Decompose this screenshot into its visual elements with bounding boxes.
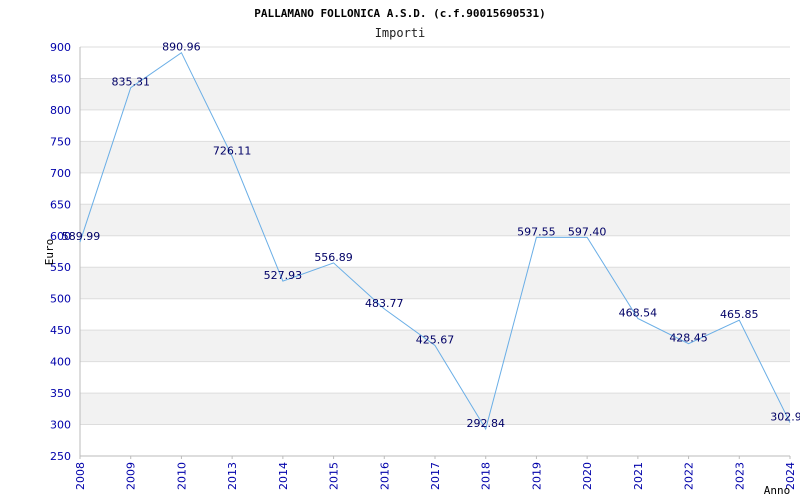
y-tick-label: 800: [50, 104, 71, 117]
x-tick-label: 2008: [74, 462, 87, 490]
grid-bands: [80, 78, 790, 425]
data-label: 425.67: [416, 333, 455, 346]
data-label: 292.84: [466, 417, 505, 430]
data-label: 468.54: [619, 306, 658, 319]
y-tick-label: 600: [50, 230, 71, 243]
x-tick-label: 2024: [784, 462, 797, 490]
y-tick-label: 450: [50, 324, 71, 337]
x-tick-label: 2013: [226, 462, 239, 490]
y-tick-label: 250: [50, 450, 71, 463]
data-label: 597.40: [568, 225, 607, 238]
y-tick-label: 850: [50, 72, 71, 85]
y-tick-label: 650: [50, 198, 71, 211]
y-axis-label: Euro: [43, 239, 56, 266]
series-line: [79, 51, 791, 431]
y-tick-label: 900: [50, 41, 71, 54]
x-tick-label: 2015: [328, 462, 341, 490]
data-labels: 589.99 835.31 890.96 726.11 527.93 556.89 483.…: [62, 41, 800, 430]
data-label: 726.11: [213, 144, 252, 157]
data-label: 556.89: [314, 251, 353, 264]
y-tick-label: 750: [50, 135, 71, 148]
data-label: 597.55: [517, 225, 556, 238]
x-tick-label: 2018: [480, 462, 493, 490]
y-tick-label: 500: [50, 293, 71, 306]
x-tick-label: 2023: [733, 462, 746, 490]
x-axis-label: Anno: [764, 484, 791, 497]
grid-band: [80, 78, 790, 110]
x-tick-label: 2022: [683, 462, 696, 490]
data-label: 483.77: [365, 297, 404, 310]
x-tick-label: 2010: [175, 462, 188, 490]
data-label: 527.93: [264, 269, 303, 282]
y-tick-label: 350: [50, 387, 71, 400]
y-tick-label: 550: [50, 261, 71, 274]
x-tick-label: 2016: [378, 462, 391, 490]
data-label: 465.85: [720, 308, 759, 321]
y-tick-label: 400: [50, 356, 71, 369]
y-tick-labels: 250 300 350 400 450 500 550 600 650 700 750 800 850 9…: [50, 41, 71, 463]
x-tick-label: 2020: [581, 462, 594, 490]
data-label: 835.31: [111, 76, 150, 89]
x-tick-label: 2019: [530, 462, 543, 490]
chart-subtitle: Importi: [375, 26, 426, 40]
grid-band: [80, 204, 790, 236]
y-tick-label: 700: [50, 167, 71, 180]
grid-lines: [80, 46, 790, 457]
y-tick-label: 300: [50, 419, 71, 432]
data-label: 589.99: [62, 230, 101, 243]
data-label: 428.45: [669, 332, 708, 345]
x-tick-labels: 2008 2009 2010 2013 2014 2015 2016 2017 2018 2019…: [74, 456, 797, 490]
x-tick-label: 2017: [429, 462, 442, 490]
chart-title: PALLAMANO FOLLONICA A.S.D. (c.f.90015690…: [254, 7, 545, 20]
data-label: 302.9: [770, 411, 800, 424]
grid-band: [80, 267, 790, 299]
x-tick-label: 2009: [125, 462, 138, 490]
x-tick-label: 2021: [632, 462, 645, 490]
grid-band: [80, 141, 790, 173]
grid-band: [80, 393, 790, 425]
data-label: 890.96: [162, 41, 201, 54]
x-tick-label: 2014: [277, 462, 290, 490]
